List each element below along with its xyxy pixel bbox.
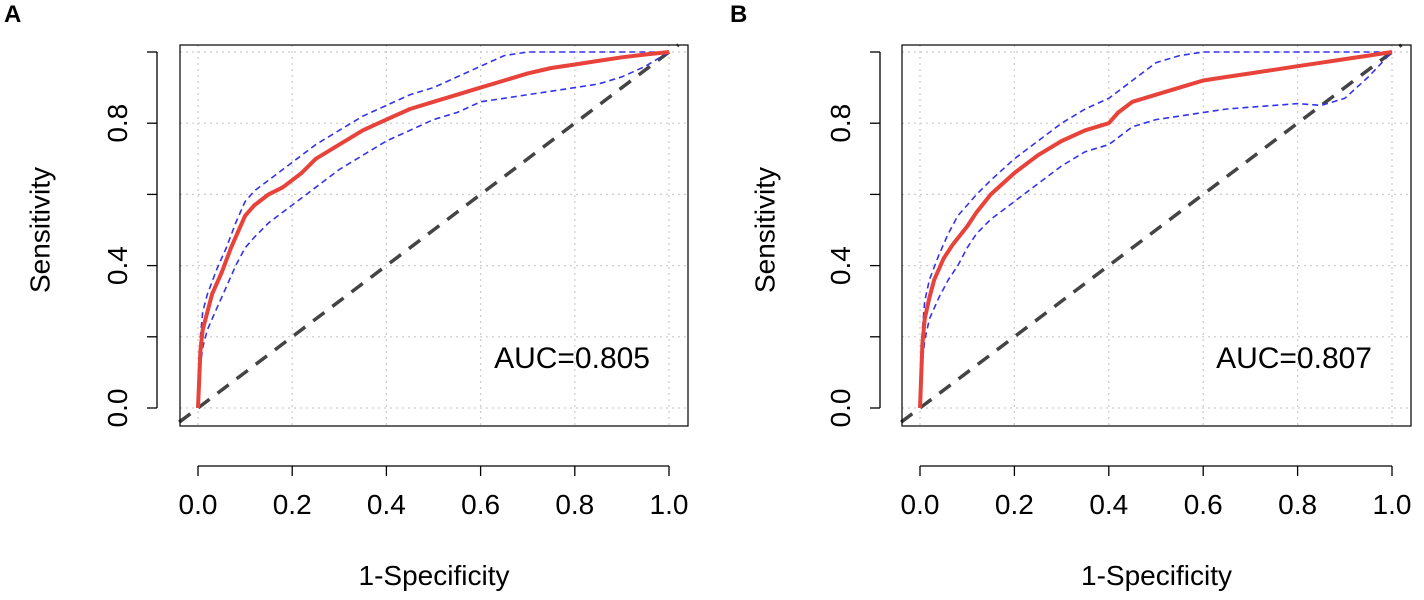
y-tick-label: 0.0 — [102, 389, 133, 428]
x-tick-label: 0.8 — [555, 489, 594, 520]
plot-frame — [179, 44, 689, 427]
axes — [870, 51, 1393, 476]
panel-b: B 0.0 0.2 0.4 0.6 0.8 1.0 0.0 0.4 0.8 1-Specific… — [730, 1, 1412, 591]
panel-label: B — [730, 1, 747, 28]
y-tick-label: 0.8 — [102, 104, 133, 143]
tick-labels: 0.0 0.2 0.4 0.6 0.8 1.0 0.0 0.4 0.8 — [825, 104, 1411, 520]
y-axis-label: Sensitivity — [24, 167, 55, 293]
y-tick-label: 0.4 — [825, 246, 856, 285]
auc-annotation: AUC=0.805 — [494, 342, 650, 375]
roc-curve — [918, 50, 1393, 409]
x-tick-label: 0.2 — [273, 489, 312, 520]
x-tick-label: 0.6 — [1184, 489, 1223, 520]
x-tick-label: 0.6 — [461, 489, 500, 520]
roc-curve — [196, 50, 670, 409]
roc-layer — [196, 50, 670, 409]
y-axis-label: Sensitivity — [749, 167, 780, 293]
x-axis-label: 1-Specificity — [359, 560, 510, 591]
x-tick-label: 0.4 — [367, 489, 406, 520]
x-tick-label: 0.0 — [179, 489, 218, 520]
reference-layer — [178, 43, 680, 424]
roc-layer — [918, 50, 1393, 409]
plot-frame — [901, 44, 1412, 427]
x-tick-label: 0.8 — [1278, 489, 1317, 520]
ci-layer — [197, 51, 670, 409]
auc-annotation: AUC=0.807 — [1216, 342, 1372, 375]
reference-layer — [900, 43, 1403, 424]
x-tick-label: 0.4 — [1089, 489, 1128, 520]
panel-label: A — [4, 1, 21, 28]
y-tick-label: 0.4 — [102, 246, 133, 285]
y-tick-label: 0.0 — [825, 389, 856, 428]
ci-upper-curve — [197, 51, 669, 409]
tick-labels: 0.0 0.2 0.4 0.6 0.8 1.0 0.0 0.4 0.8 — [102, 104, 688, 520]
panel-a: A 0.0 0.2 0.4 0.6 0.8 1.0 0.0 0.4 0.8 1-Specific… — [4, 1, 689, 591]
x-tick-label: 0.0 — [901, 489, 940, 520]
reference-line — [178, 43, 680, 424]
x-axis-label: 1-Specificity — [1081, 560, 1232, 591]
grid — [180, 45, 688, 426]
ci-layer — [919, 51, 1393, 409]
ci-upper-curve — [919, 51, 1392, 409]
axes — [147, 51, 670, 476]
grid — [902, 45, 1411, 426]
reference-line — [900, 43, 1403, 424]
y-tick-label: 0.8 — [825, 104, 856, 143]
x-tick-label: 1.0 — [1373, 489, 1412, 520]
ci-lower-curve — [197, 51, 670, 409]
ci-lower-curve — [919, 51, 1393, 409]
x-tick-label: 0.2 — [995, 489, 1034, 520]
x-tick-label: 1.0 — [650, 489, 689, 520]
